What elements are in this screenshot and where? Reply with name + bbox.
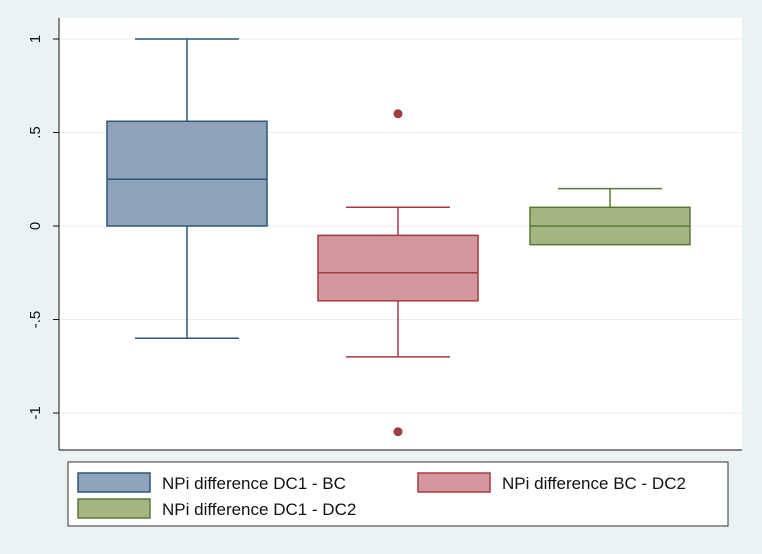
- box-group: [317, 109, 479, 437]
- y-tick-label: -1: [27, 406, 44, 419]
- box-group: [106, 38, 268, 339]
- legend-label: NPi difference BC - DC2: [502, 474, 686, 493]
- legend-key: [77, 498, 151, 519]
- y-tick-label: .5: [27, 126, 44, 139]
- boxes: [106, 38, 691, 437]
- legend-label: NPi difference DC1 - BC: [162, 474, 346, 493]
- legend-key: [77, 472, 151, 493]
- box-group: [529, 187, 691, 246]
- box: [317, 234, 479, 302]
- legend: NPi difference DC1 - BC NPi difference BC…: [67, 461, 729, 527]
- y-tick-label: -.5: [27, 311, 44, 329]
- legend-frame: [67, 461, 729, 527]
- outlier-point: [393, 427, 403, 437]
- y-tick-label: 0: [27, 222, 44, 230]
- outlier-point: [393, 109, 403, 119]
- y-axis: 1 .5 0 -.5 -1: [27, 18, 742, 451]
- legend-label: NPi difference DC1 - DC2: [162, 500, 356, 519]
- box: [106, 120, 268, 227]
- y-tick-label: 1: [27, 35, 44, 43]
- legend-key: [417, 472, 491, 493]
